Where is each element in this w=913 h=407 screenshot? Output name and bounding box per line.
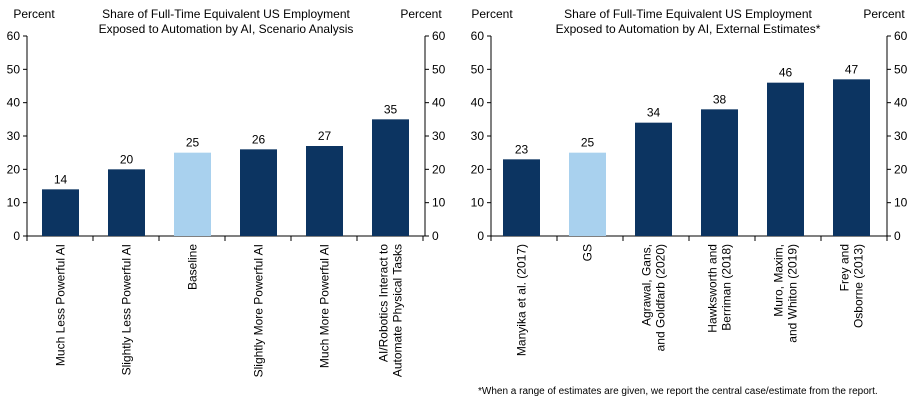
chart1-bar-2 xyxy=(108,169,145,236)
chart2-category-label-6: Osborne (2013) xyxy=(852,244,866,328)
chart2-tick-label-right: 60 xyxy=(894,29,908,43)
chart2-bar-4 xyxy=(701,109,738,236)
chart1-bar-1 xyxy=(42,189,79,236)
chart1-tick-label-right: 10 xyxy=(432,196,446,210)
chart1-title-line-2: Exposed to Automation by AI, Scenario An… xyxy=(99,22,354,36)
chart2-data-label-6: 47 xyxy=(845,62,859,76)
chart2-category-label-2: GS xyxy=(581,244,595,261)
chart2-data-label-3: 34 xyxy=(647,106,661,120)
chart1-bar-6 xyxy=(372,119,409,236)
chart1-bar-3 xyxy=(174,152,211,236)
chart1-category-label-6: Automate Physical Tasks xyxy=(391,244,405,377)
chart1-tick-label-right: 0 xyxy=(432,229,439,243)
chart2-category-label-3: and Goldfarb (2020) xyxy=(654,244,668,351)
chart2-tick-label-right: 40 xyxy=(894,96,908,110)
chart2-category-label-6: Frey and xyxy=(838,244,852,291)
chart1-tick-label-right: 30 xyxy=(432,129,446,143)
chart1-data-label-4: 26 xyxy=(252,132,266,146)
chart2-data-label-5: 46 xyxy=(779,66,793,80)
chart1-tick-label-right: 50 xyxy=(432,62,446,76)
chart2-ylabel-left: Percent xyxy=(471,7,513,21)
chart1-tick-label-left: 40 xyxy=(7,96,21,110)
chart1-category-label-3: Baseline xyxy=(186,244,200,290)
chart2-tick-label-left: 60 xyxy=(471,29,485,43)
chart1-data-label-5: 27 xyxy=(318,129,332,143)
chart2-bar-3 xyxy=(635,122,672,236)
chart2-category-label-3: Agrawal, Gans, xyxy=(640,244,654,326)
chart2-tick-label-left: 0 xyxy=(477,229,484,243)
chart2-tick-label-right: 0 xyxy=(894,229,901,243)
chart1-data-label-3: 25 xyxy=(186,136,200,150)
chart1-tick-label-right: 40 xyxy=(432,96,446,110)
chart2-tick-label-left: 30 xyxy=(471,129,485,143)
chart2-data-label-4: 38 xyxy=(713,92,727,106)
chart1-category-label-6: AI/Robotics Interact to xyxy=(377,244,391,362)
chart1-category-label-1: Much Less Powerful AI xyxy=(54,244,68,366)
chart2-tick-label-left: 10 xyxy=(471,196,485,210)
chart1-tick-label-left: 0 xyxy=(13,229,20,243)
chart1-tick-label-left: 50 xyxy=(7,62,21,76)
chart2-tick-label-right: 50 xyxy=(894,62,908,76)
chart2-bar-6 xyxy=(833,79,870,236)
chart1-data-label-1: 14 xyxy=(54,172,68,186)
chart2-category-label-1: Manyika et al. (2017) xyxy=(515,244,529,356)
chart1-title-line-1: Share of Full-Time Equivalent US Employm… xyxy=(102,7,350,21)
chart1-category-label-4: Slightly More Powerful AI xyxy=(252,244,266,377)
chart1-category-label-5: Much More Powerful AI xyxy=(318,244,332,368)
chart1-tick-label-left: 10 xyxy=(7,196,21,210)
chart1-category-label-2: Slightly Less Powerful AI xyxy=(120,244,134,375)
chart2-title-line-2: Exposed to Automation by AI, External Es… xyxy=(556,22,821,36)
chart2-bar-1 xyxy=(503,159,540,236)
chart2-data-label-2: 25 xyxy=(581,136,595,150)
chart2-data-label-1: 23 xyxy=(515,142,529,156)
chart2-category-label-5: and Whiton (2019) xyxy=(786,244,800,343)
chart1-ylabel-right: Percent xyxy=(400,7,442,21)
chart1-ylabel-left: Percent xyxy=(13,7,55,21)
chart1-tick-label-right: 60 xyxy=(432,29,446,43)
footnote: *When a range of estimates are given, we… xyxy=(478,386,878,397)
chart2-bar-2 xyxy=(569,152,606,236)
chart2-tick-label-right: 30 xyxy=(894,129,908,143)
chart1-bar-5 xyxy=(306,146,343,236)
chart1-tick-label-left: 30 xyxy=(7,129,21,143)
chart2-bar-5 xyxy=(767,82,804,237)
chart2-title-line-1: Share of Full-Time Equivalent US Employm… xyxy=(564,7,812,21)
chart2-category-label-5: Muro, Maxim, xyxy=(772,244,786,317)
chart1-tick-label-right: 20 xyxy=(432,162,446,176)
chart1-data-label-6: 35 xyxy=(384,102,398,116)
chart2-tick-label-left: 20 xyxy=(471,162,485,176)
chart2-category-label-4: Hawksworth and xyxy=(706,244,720,333)
chart2-tick-label-left: 40 xyxy=(471,96,485,110)
chart1-bar-4 xyxy=(240,149,277,236)
chart2-tick-label-right: 20 xyxy=(894,162,908,176)
chart2-category-label-4: Berriman (2018) xyxy=(720,244,734,331)
chart1-tick-label-left: 60 xyxy=(7,29,21,43)
chart1-data-label-2: 20 xyxy=(120,152,134,166)
chart1-tick-label-left: 20 xyxy=(7,162,21,176)
chart2-tick-label-left: 50 xyxy=(471,62,485,76)
chart2-ylabel-right: Percent xyxy=(863,7,905,21)
chart2-tick-label-right: 10 xyxy=(894,196,908,210)
